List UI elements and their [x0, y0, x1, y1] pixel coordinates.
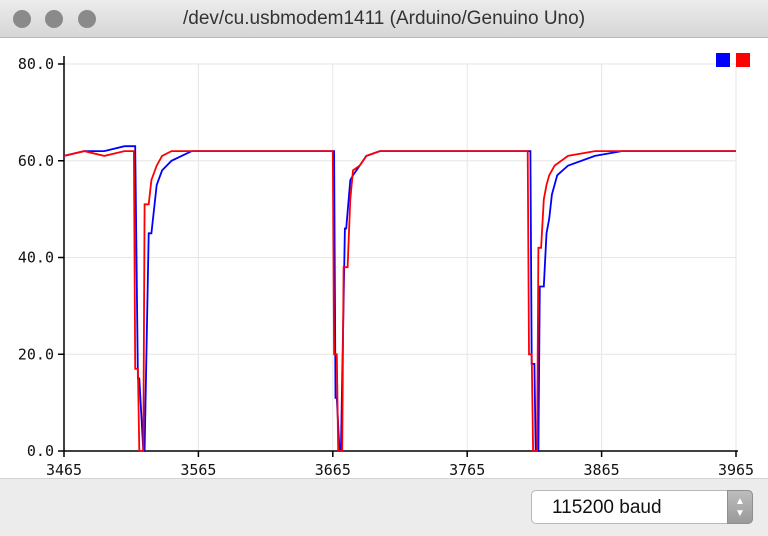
zoom-window-button[interactable] [78, 10, 96, 28]
x-tick-label: 3965 [718, 461, 754, 478]
close-window-button[interactable] [13, 10, 31, 28]
baud-stepper[interactable]: ▲ ▼ [727, 490, 753, 524]
serial-plotter-chart: 0.0 20.0 40.0 60.0 80.0 3465 3565 3665 3765 3865 3… [0, 38, 768, 478]
baud-rate-select[interactable]: 115200 baud ▲ ▼ [531, 490, 753, 524]
x-tick-label: 3765 [449, 461, 485, 478]
x-tick-label: 3665 [315, 461, 351, 478]
x-tick-label: 3565 [180, 461, 216, 478]
legend-swatch-2 [736, 53, 750, 67]
chart-svg: 0.0 20.0 40.0 60.0 80.0 3465 3565 3665 3765 3865 3… [18, 53, 754, 478]
series-line-1 [63, 145, 736, 452]
y-tick-label: 0.0 [27, 442, 54, 460]
window-title: /dev/cu.usbmodem1411 (Arduino/Genuino Un… [182, 8, 586, 29]
y-tick-label: 40.0 [18, 249, 54, 267]
chevron-up-icon: ▲ [735, 496, 745, 507]
y-tick-label: 80.0 [18, 55, 54, 73]
baud-rate-value: 115200 baud [552, 497, 662, 518]
y-tick-label: 20.0 [18, 345, 54, 363]
x-tick-label: 3465 [46, 461, 82, 478]
legend-swatch-1 [716, 53, 730, 67]
y-tick-label: 60.0 [18, 152, 54, 170]
minimize-window-button[interactable] [45, 10, 63, 28]
chevron-down-icon: ▼ [735, 508, 745, 519]
window-titlebar: /dev/cu.usbmodem1411 (Arduino/Genuino Un… [0, 0, 768, 38]
series-line-2 [63, 150, 736, 452]
x-tick-label: 3865 [584, 461, 620, 478]
